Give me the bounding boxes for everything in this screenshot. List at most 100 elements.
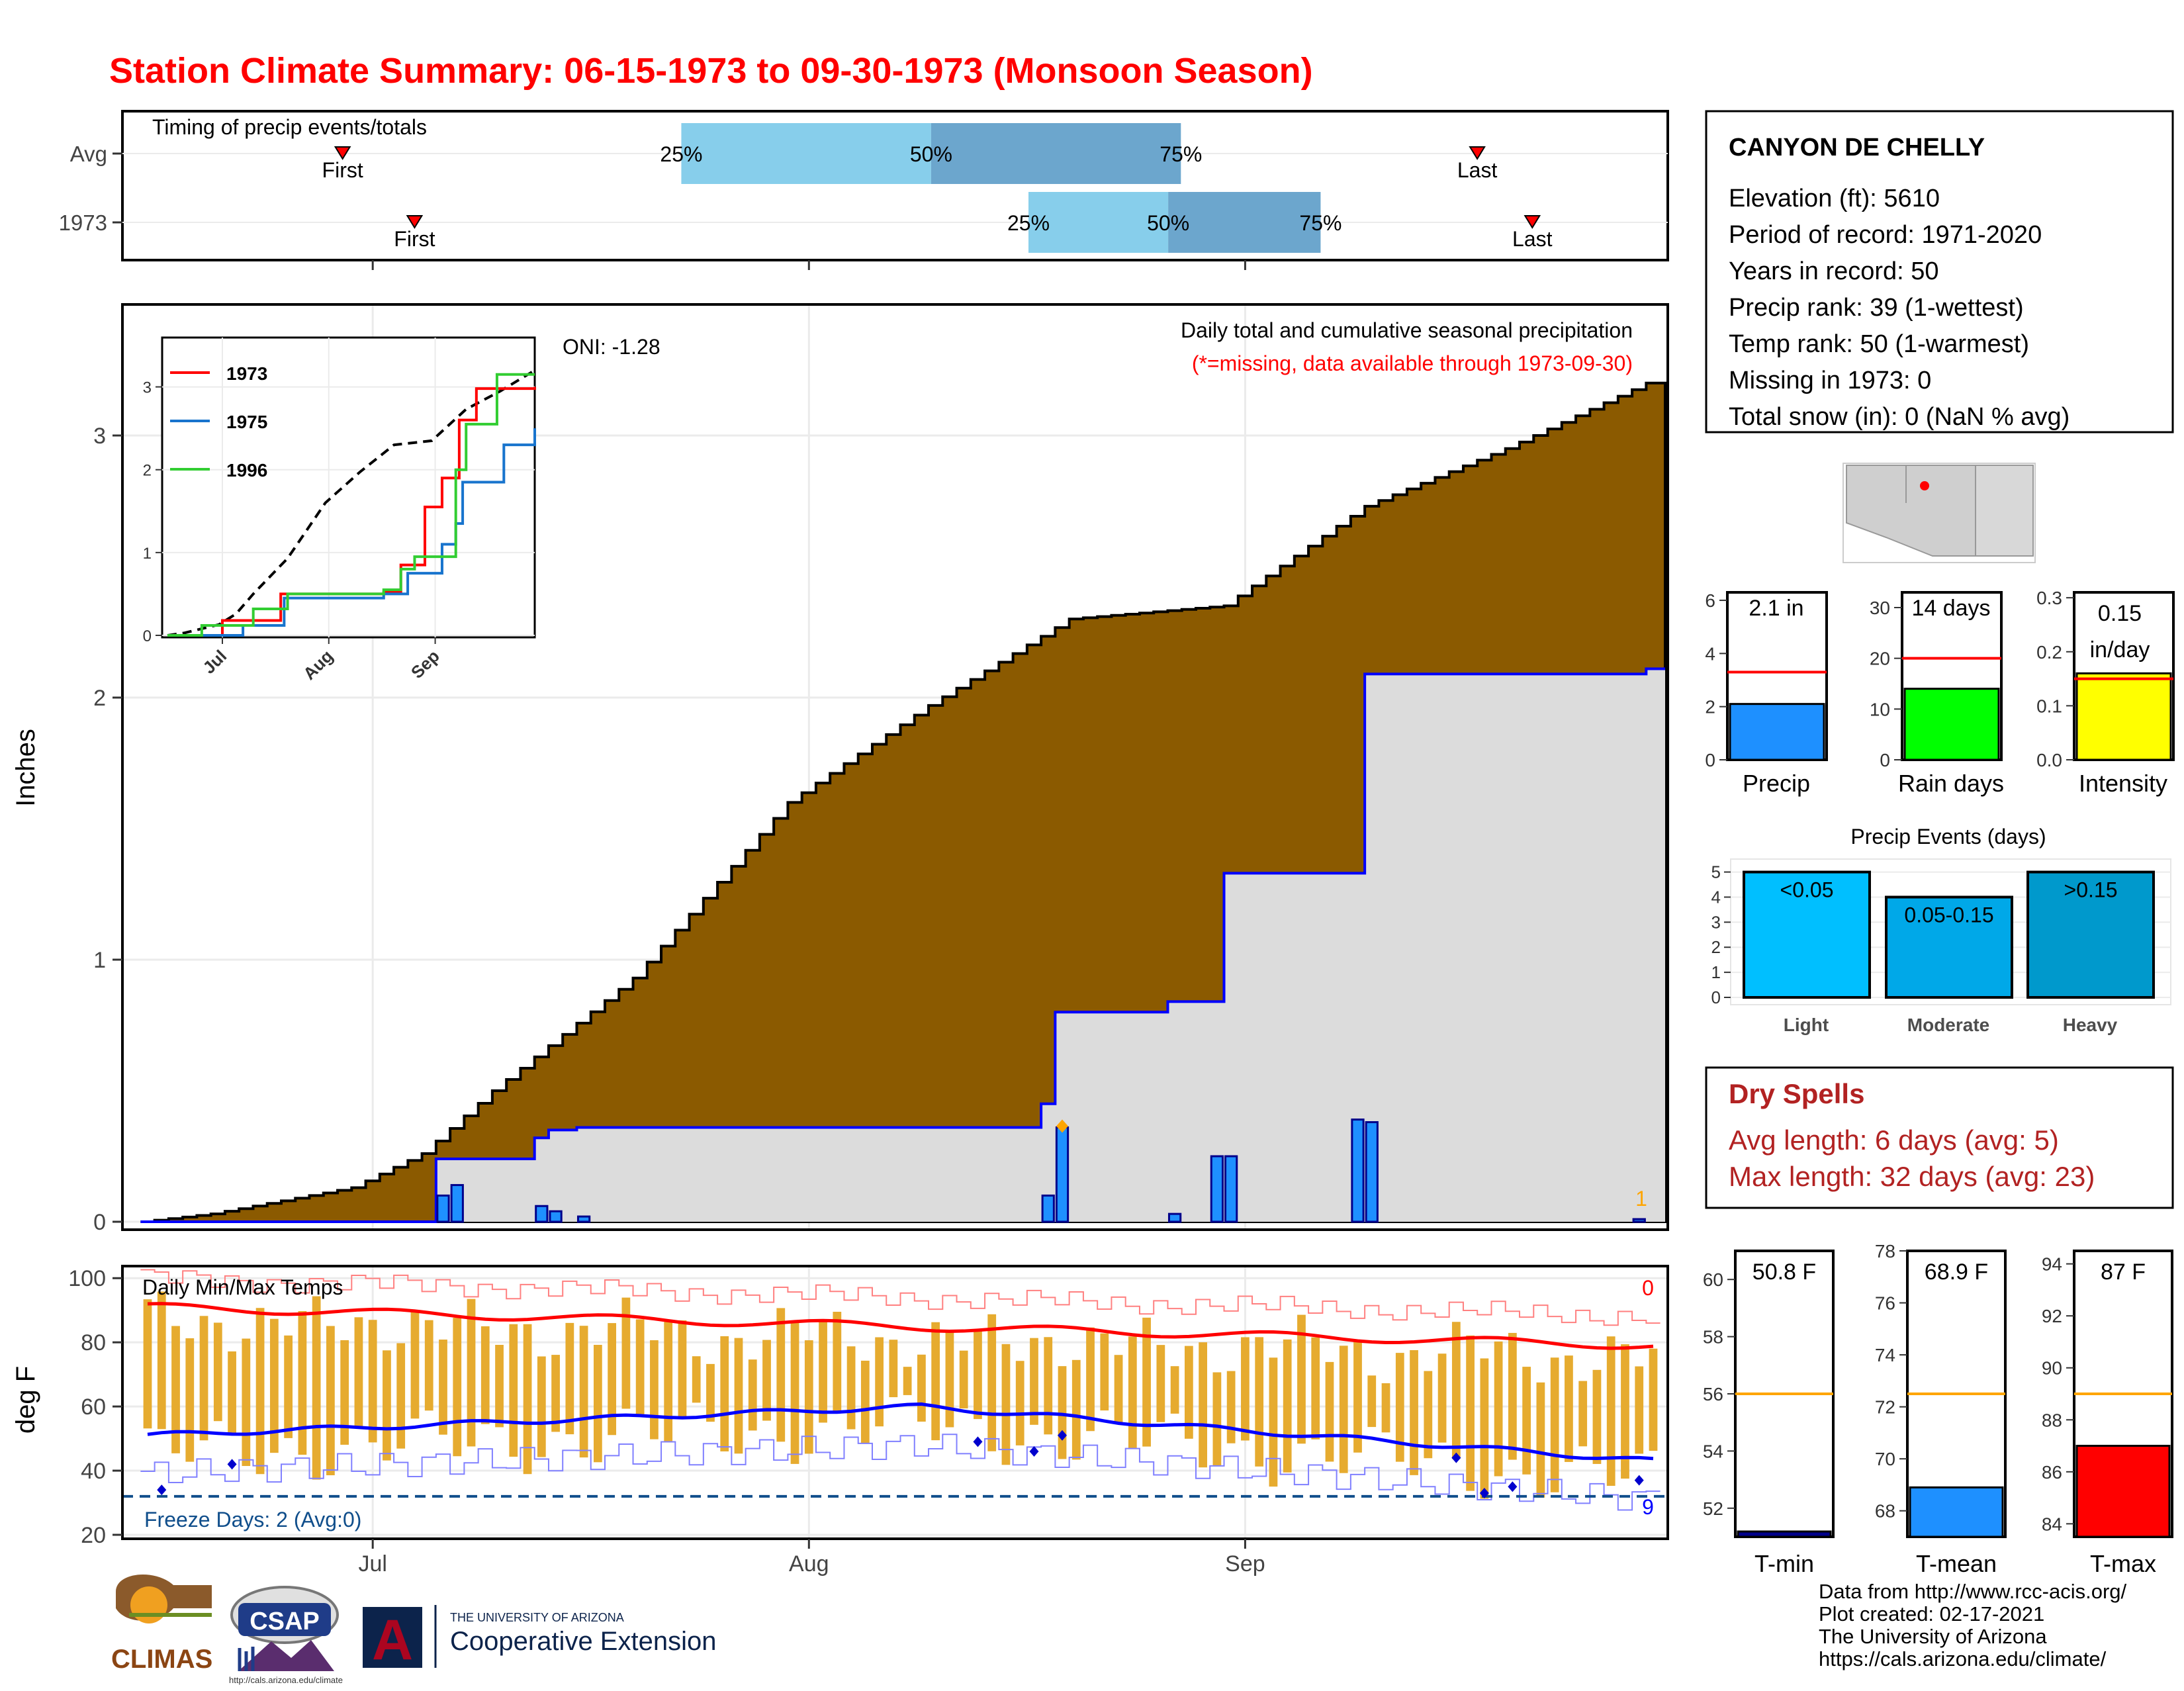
locator-map	[1843, 463, 2036, 563]
timing-first-label: First	[394, 227, 435, 251]
inset-legend: 1973 1975 1996	[170, 363, 267, 480]
daily-temp-bar	[185, 1338, 195, 1462]
daily-temp-bar	[1565, 1355, 1573, 1462]
daily-temp-bar	[1114, 1355, 1123, 1424]
daily-temp-bar	[1030, 1338, 1038, 1425]
daily-precip-bar	[549, 1210, 563, 1223]
precip-events-chart: Precip Events (days) Light Moderate Heav…	[1711, 825, 2171, 1035]
daily-temp-bar	[1466, 1335, 1475, 1491]
mini-precip-bar	[1729, 703, 1825, 761]
daily-temp-bar	[593, 1344, 602, 1463]
daily-temp-bar	[439, 1340, 447, 1435]
daily-temp-bar	[1071, 1359, 1081, 1460]
ua-logo-block	[363, 1607, 422, 1668]
daily-temp-bar	[396, 1343, 406, 1449]
daily-temp-bar	[1536, 1382, 1545, 1498]
temperature-daily-bars	[143, 1291, 1658, 1499]
daily-temp-bar	[1395, 1353, 1404, 1462]
daily-temp-bar	[1550, 1357, 1559, 1492]
daily-temp-bar	[790, 1321, 799, 1464]
mini-raindays-tick-label: 30	[1870, 598, 1890, 618]
tbar-tmin-tick-label: 54	[1703, 1441, 1723, 1461]
map-states-north	[1846, 465, 1976, 503]
events-tick-label: 3	[1711, 912, 1721, 932]
daily-temp-bar	[959, 1350, 968, 1409]
daily-temp-bar	[1255, 1337, 1264, 1467]
daily-temp-bar	[1578, 1381, 1588, 1447]
temperature-label: Daily Min/Max Temps	[142, 1275, 343, 1299]
daily-precip-bar	[450, 1184, 464, 1223]
station-snow: Total snow (in): 0 (NaN % avg)	[1729, 403, 2070, 431]
daily-temp-bar	[1325, 1361, 1334, 1462]
mini-precip-tick-label: 6	[1705, 590, 1715, 611]
tbar-tmin-tick-label: 58	[1703, 1327, 1723, 1348]
daily-temp-bar	[467, 1299, 476, 1447]
timing-q25-label: 25%	[1007, 211, 1050, 235]
daily-temp-bar	[410, 1312, 420, 1419]
inset-ytick-label: 1	[143, 545, 152, 563]
tbar-tmean-value: 68.9 F	[1925, 1259, 1988, 1285]
tbar-tmax-label: T-max	[2090, 1550, 2156, 1577]
daily-temp-bar	[424, 1320, 433, 1411]
daily-precip-bar	[1167, 1212, 1182, 1223]
record-low-marker	[157, 1485, 167, 1496]
daily-temp-bar	[846, 1346, 856, 1430]
daily-temp-bar	[509, 1324, 518, 1457]
dry-spells-frame	[1705, 1066, 2174, 1209]
daily-temp-bar	[171, 1326, 180, 1453]
csap-url: http://cals.arizona.edu/climate	[229, 1675, 343, 1685]
tbar-tmax-tick-label: 90	[2042, 1358, 2062, 1379]
station-info-box: CANYON DE CHELLY Elevation (ft): 5610 Pe…	[1705, 110, 2174, 434]
seasonal-mini-charts: 0 2 4 6 0 10 20 30 0.0 0.1 0.2 0.3 2.1 in Precip 14 da…	[1705, 588, 2175, 797]
daily-temp-bar	[889, 1340, 898, 1398]
record-low-marker	[1451, 1452, 1461, 1463]
tbar-tmean-tick-label: 76	[1875, 1293, 1895, 1314]
daily-temp-bar	[650, 1340, 659, 1440]
daily-temp-bar	[551, 1355, 560, 1432]
daily-temp-bar	[565, 1322, 574, 1435]
events-bar-heavy	[2026, 870, 2155, 999]
daily-temp-bar	[1592, 1369, 1602, 1464]
temperature-panel-frame	[121, 1265, 1669, 1540]
daily-temp-bar	[1199, 1342, 1208, 1468]
daily-temp-bar	[157, 1291, 166, 1430]
avg-min-line	[147, 1402, 1654, 1461]
csap-bars	[238, 1647, 255, 1671]
timing-q50-label: 50%	[910, 142, 952, 166]
daily-temp-bar	[819, 1319, 827, 1423]
daily-temp-bar	[326, 1326, 335, 1476]
precip-panel-frame	[121, 303, 1669, 1231]
inset-ytick-label: 0	[143, 627, 152, 645]
daily-precip-bar	[1210, 1155, 1224, 1223]
mini-intensity-tick-label: 0.1	[2036, 696, 2062, 716]
daily-temp-bar	[368, 1320, 377, 1443]
year-cumulative-area	[140, 668, 1666, 1222]
daily-temp-bar	[1184, 1346, 1193, 1439]
map-newmexico-shape	[1975, 465, 2034, 557]
daily-temp-bar	[269, 1318, 279, 1453]
credit-university: The University of Arizona	[1819, 1625, 2047, 1648]
precip-ytick-label: 1	[93, 948, 106, 973]
record-max-line	[140, 1269, 1661, 1326]
mini-intensity-tick-label: 0.0	[2036, 750, 2062, 770]
tbar-tmean-tick-label: 78	[1875, 1241, 1895, 1261]
record-min-line	[140, 1434, 1661, 1511]
temp-ytick-label: 80	[81, 1330, 106, 1355]
temp-ytick-label: 60	[81, 1394, 106, 1420]
daily-temp-bar	[734, 1338, 743, 1454]
figure-title: Station Climate Summary: 06-15-1973 to 0…	[109, 51, 1313, 91]
dry-spells-avg: Avg length: 6 days (avg: 5)	[1729, 1124, 2059, 1156]
daily-temp-bar	[804, 1340, 813, 1454]
timing-q50-label: 50%	[1147, 211, 1189, 235]
daily-temp-bar	[776, 1308, 786, 1442]
daily-temp-bar	[1086, 1327, 1095, 1432]
credit-source: Data from http://www.rcc-acis.org/	[1819, 1580, 2127, 1603]
daily-temp-bar	[199, 1316, 208, 1441]
daily-temp-bar	[1437, 1353, 1447, 1443]
events-tick-label: 4	[1711, 887, 1721, 907]
precip-cumulative-areas	[140, 381, 1666, 1223]
station-temp-rank: Temp rank: 50 (1-warmest)	[1729, 330, 2029, 358]
